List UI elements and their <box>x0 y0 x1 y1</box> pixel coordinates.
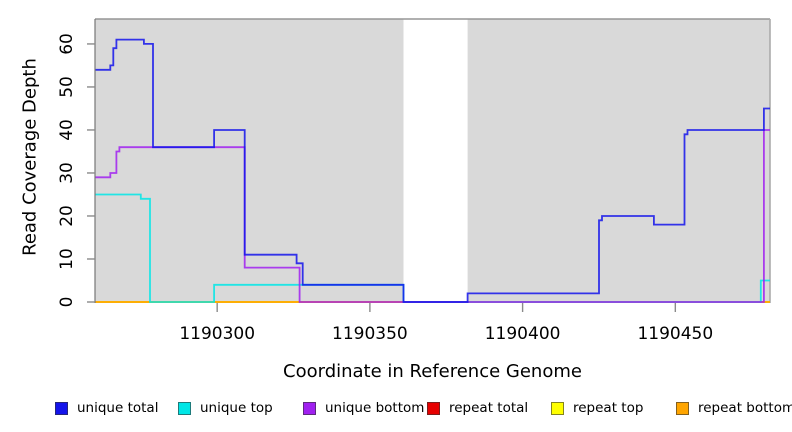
x-axis-title: Coordinate in Reference Genome <box>283 361 582 382</box>
y-tick-label: 50 <box>57 76 77 98</box>
legend-swatch-icon <box>676 401 689 415</box>
legend-label: unique bottom <box>325 400 425 416</box>
legend-item-unique-top: unique top <box>178 400 273 416</box>
y-tick-label: 20 <box>57 205 77 227</box>
legend-label: repeat top <box>573 400 644 416</box>
legend-swatch-icon <box>55 401 68 415</box>
legend-swatch-icon <box>303 401 316 415</box>
y-tick-label: 40 <box>57 119 77 141</box>
y-tick-label: 0 <box>57 297 77 308</box>
y-tick-label: 10 <box>57 248 77 270</box>
legend-label: repeat bottom <box>698 400 792 416</box>
legend-item-unique-bottom: unique bottom <box>303 400 424 416</box>
series-line-unique-top <box>95 193 770 303</box>
x-tick-label: 1190400 <box>485 324 561 344</box>
x-tick-label: 1190350 <box>332 324 408 344</box>
legend-item-repeat-total: repeat total <box>427 400 528 416</box>
y-axis-title: Read Coverage Depth <box>19 58 41 256</box>
legend-label: unique total <box>77 400 159 416</box>
y-tick-label: 60 <box>57 33 77 55</box>
legend-swatch-icon <box>551 401 564 415</box>
legend-label: unique top <box>200 400 273 416</box>
legend-swatch-icon <box>178 401 191 415</box>
legend-item-unique-total: unique total <box>55 400 158 416</box>
y-tick-label: 30 <box>57 162 77 184</box>
series-line-unique-total <box>95 38 770 303</box>
x-tick-label: 1190300 <box>179 324 255 344</box>
x-tick-label: 1190450 <box>637 324 713 344</box>
masked-region <box>403 19 468 303</box>
legend-label: repeat total <box>449 400 529 416</box>
legend-item-repeat-top: repeat top <box>551 400 643 416</box>
legend-item-repeat-bottom: repeat bottom <box>676 400 792 416</box>
legend-swatch-icon <box>427 401 440 415</box>
